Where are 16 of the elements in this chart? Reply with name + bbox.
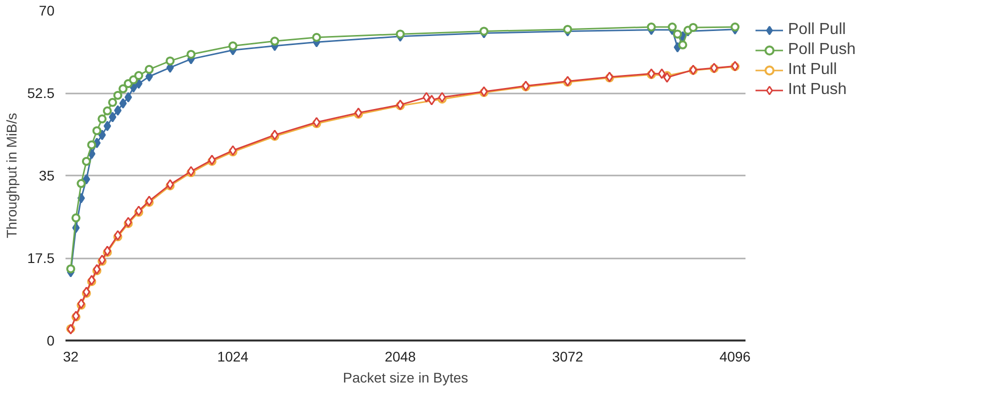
legend-label: Int Pull — [788, 61, 837, 79]
legend-label: Poll Push — [788, 41, 856, 59]
y-axis-title: Throughput in MiB/s — [3, 112, 20, 238]
y-tick-label: 35 — [38, 168, 55, 184]
y-tick-label: 52.5 — [27, 85, 55, 101]
x-tick-label: 2048 — [384, 348, 416, 364]
y-tick-label: 0 — [46, 332, 55, 348]
legend-label: Int Push — [788, 81, 847, 99]
x-axis-title: Packet size in Bytes — [342, 370, 468, 386]
x-tick-label: 4096 — [719, 348, 751, 364]
y-tick-label: 70 — [38, 2, 55, 18]
y-tick-label: 17.5 — [27, 250, 55, 266]
x-tick-label: 32 — [62, 348, 79, 364]
x-tick-label: 3072 — [552, 348, 584, 364]
x-tick-label: 1024 — [217, 348, 249, 364]
legend-label: Poll Pull — [788, 21, 846, 39]
